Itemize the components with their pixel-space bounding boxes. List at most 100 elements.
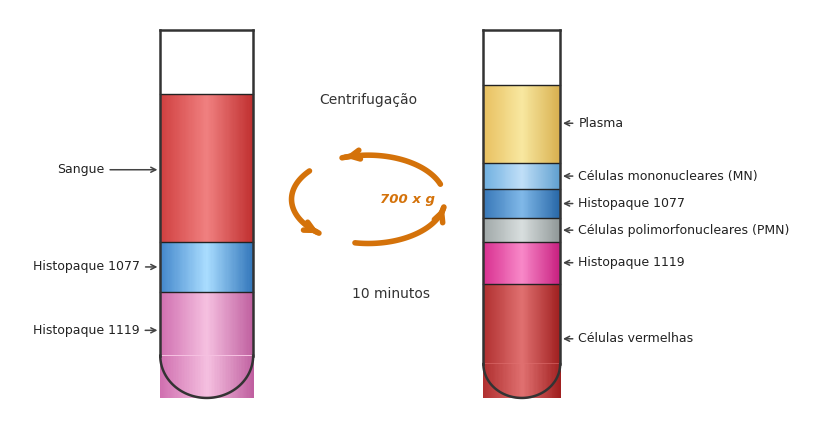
- Bar: [519, 163, 521, 189]
- Bar: [245, 292, 247, 398]
- Bar: [235, 242, 237, 292]
- Bar: [528, 163, 529, 189]
- Bar: [523, 85, 526, 163]
- Bar: [497, 364, 500, 391]
- Bar: [529, 242, 531, 284]
- Bar: [516, 364, 518, 398]
- Bar: [535, 189, 537, 218]
- Bar: [509, 85, 511, 163]
- Bar: [510, 284, 512, 398]
- Bar: [528, 284, 529, 398]
- Bar: [195, 356, 197, 397]
- Bar: [179, 292, 181, 398]
- Bar: [164, 242, 166, 292]
- Bar: [536, 284, 538, 398]
- Bar: [507, 85, 508, 163]
- Bar: [549, 85, 552, 163]
- Bar: [543, 364, 545, 392]
- Bar: [520, 163, 522, 189]
- Bar: [518, 218, 520, 242]
- Bar: [526, 163, 528, 189]
- Bar: [483, 284, 485, 398]
- Bar: [162, 94, 165, 242]
- Bar: [519, 284, 521, 398]
- Bar: [208, 242, 210, 292]
- Bar: [503, 242, 505, 284]
- Bar: [492, 242, 494, 284]
- Bar: [538, 242, 540, 284]
- Bar: [553, 218, 555, 242]
- Bar: [168, 94, 171, 242]
- Bar: [206, 292, 207, 398]
- Bar: [223, 356, 226, 395]
- Bar: [489, 189, 491, 218]
- Bar: [549, 284, 552, 398]
- Bar: [490, 364, 492, 384]
- Bar: [533, 85, 534, 163]
- Bar: [488, 242, 490, 284]
- Bar: [496, 189, 497, 218]
- Bar: [521, 163, 522, 189]
- Bar: [195, 292, 197, 398]
- Bar: [495, 218, 497, 242]
- Bar: [509, 364, 512, 396]
- Bar: [533, 364, 535, 396]
- Bar: [550, 364, 552, 387]
- Bar: [233, 242, 236, 292]
- Bar: [549, 189, 552, 218]
- Bar: [495, 364, 497, 389]
- Bar: [553, 364, 556, 382]
- Bar: [515, 242, 517, 284]
- Bar: [196, 292, 198, 398]
- Bar: [202, 242, 204, 292]
- Bar: [164, 292, 166, 398]
- Bar: [497, 284, 498, 398]
- Bar: [525, 242, 527, 284]
- Bar: [507, 284, 509, 398]
- Bar: [252, 356, 254, 363]
- Bar: [174, 292, 176, 398]
- Bar: [212, 242, 213, 292]
- Bar: [171, 356, 174, 384]
- Bar: [242, 292, 245, 398]
- Bar: [182, 292, 184, 398]
- Bar: [500, 364, 502, 393]
- Bar: [218, 242, 221, 292]
- Bar: [214, 242, 216, 292]
- Bar: [237, 356, 240, 387]
- Bar: [502, 218, 503, 242]
- Bar: [533, 218, 535, 242]
- Bar: [212, 94, 213, 242]
- Bar: [508, 284, 510, 398]
- Bar: [545, 85, 547, 163]
- Bar: [252, 94, 254, 242]
- Bar: [225, 94, 227, 242]
- Bar: [500, 163, 502, 189]
- Bar: [162, 242, 165, 292]
- Bar: [223, 292, 225, 398]
- Bar: [534, 284, 536, 398]
- Bar: [503, 218, 505, 242]
- Bar: [230, 94, 232, 242]
- Bar: [188, 94, 190, 242]
- Polygon shape: [161, 356, 253, 398]
- Bar: [227, 292, 228, 398]
- Bar: [528, 242, 529, 284]
- Text: Centrifugação: Centrifugação: [319, 93, 417, 107]
- Bar: [489, 85, 491, 163]
- Bar: [171, 94, 173, 242]
- Bar: [489, 163, 491, 189]
- Bar: [539, 85, 541, 163]
- Bar: [237, 292, 239, 398]
- Bar: [161, 242, 163, 292]
- Bar: [527, 242, 528, 284]
- Bar: [220, 292, 222, 398]
- Bar: [523, 218, 526, 242]
- Bar: [530, 218, 533, 242]
- Bar: [494, 364, 496, 388]
- Bar: [494, 218, 496, 242]
- Bar: [510, 189, 512, 218]
- Bar: [493, 284, 495, 398]
- Bar: [185, 292, 186, 398]
- Bar: [510, 85, 512, 163]
